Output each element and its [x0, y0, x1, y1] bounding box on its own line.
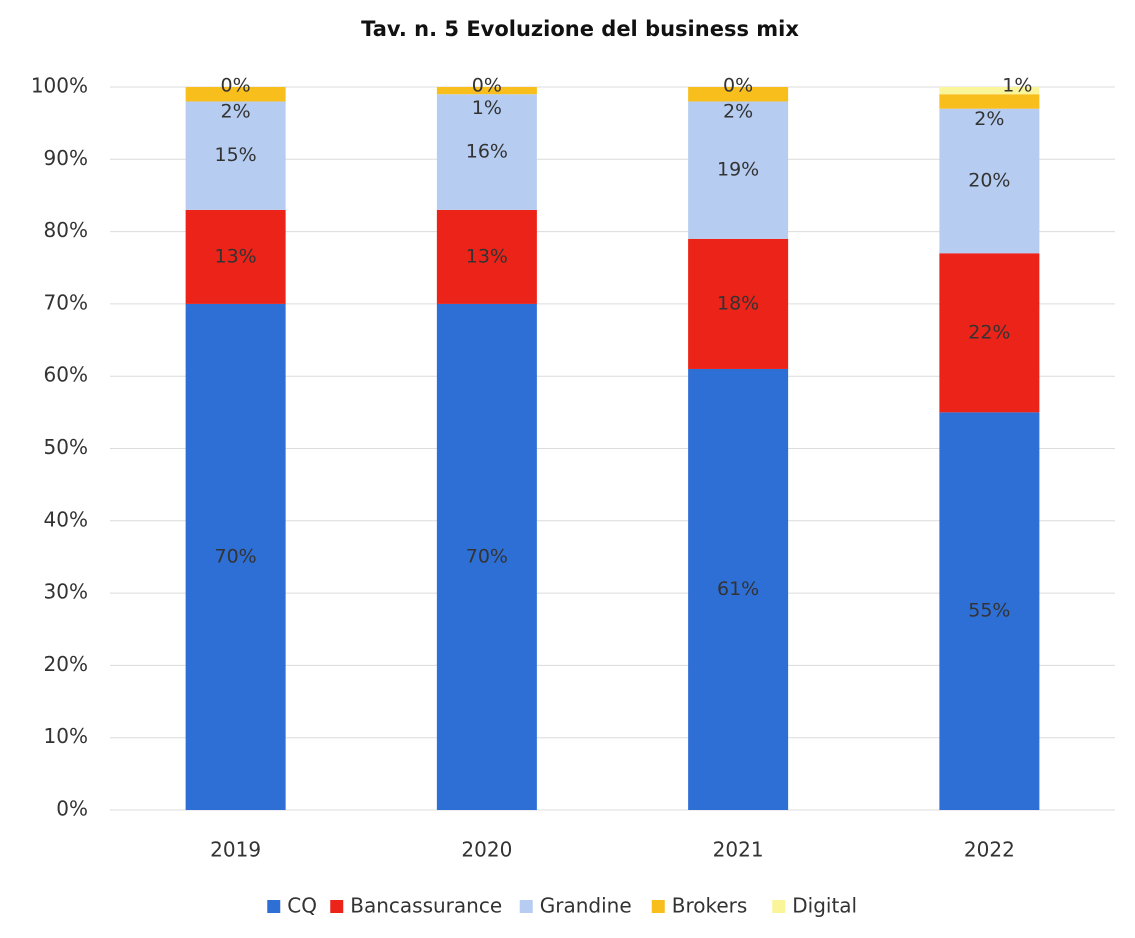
legend-swatch: [772, 900, 786, 913]
legend-label: Bancassurance: [350, 894, 502, 918]
x-tick-label: 2021: [713, 838, 764, 862]
legend-swatch: [267, 900, 281, 913]
data-label: 13%: [466, 245, 508, 267]
y-tick-label: 10%: [44, 724, 88, 748]
y-tick-label: 50%: [44, 435, 88, 459]
data-label: 16%: [466, 141, 508, 163]
legend-label: Brokers: [672, 894, 748, 918]
data-label: 0%: [221, 75, 251, 97]
legend-label: Grandine: [540, 894, 632, 918]
bar-segment: [939, 87, 1040, 95]
bar-segment: [436, 87, 537, 95]
legend-swatch: [651, 900, 665, 913]
data-label: 1%: [472, 97, 502, 119]
x-tick-label: 2022: [964, 838, 1015, 862]
bar-segment: [185, 101, 286, 210]
data-label: 19%: [717, 159, 759, 181]
data-label: 20%: [968, 169, 1010, 191]
bar-segment: [436, 303, 537, 810]
data-label: 55%: [968, 600, 1010, 622]
bar-segment: [939, 412, 1040, 810]
data-label: 70%: [466, 545, 508, 567]
y-tick-label: 60%: [44, 363, 88, 387]
data-label: 61%: [717, 578, 759, 600]
y-tick-label: 80%: [44, 218, 88, 242]
bar-segment: [185, 209, 286, 304]
bar-segment: [688, 101, 789, 239]
data-label: 2%: [974, 108, 1004, 130]
data-label: 2%: [221, 101, 251, 123]
y-tick-label: 30%: [44, 580, 88, 604]
data-label: 1%: [1002, 75, 1032, 97]
data-label: 0%: [723, 75, 753, 97]
data-label: 0%: [472, 75, 502, 97]
data-label: 15%: [215, 144, 257, 166]
data-label: 13%: [215, 245, 257, 267]
bar-segment: [688, 87, 789, 102]
legend-swatch: [330, 900, 344, 913]
y-tick-label: 70%: [44, 290, 88, 314]
legend-swatch: [519, 900, 533, 913]
bar-segment: [436, 94, 537, 210]
bar-segment: [688, 368, 789, 810]
chart-title: Tav. n. 5 Evoluzione del business mix: [361, 17, 799, 41]
bar-segment: [939, 253, 1040, 413]
data-label: 70%: [215, 545, 257, 567]
y-tick-label: 40%: [44, 507, 88, 531]
bar-segment: [688, 238, 789, 369]
x-tick-label: 2019: [210, 838, 261, 862]
data-label: 18%: [717, 292, 759, 314]
bar-segment: [436, 209, 537, 304]
bar-segment: [185, 87, 286, 102]
x-tick-label: 2020: [461, 838, 512, 862]
y-tick-label: 100%: [31, 74, 88, 98]
bar-segment: [939, 94, 1040, 109]
bar-segment: [185, 303, 286, 810]
bar-segment: [939, 108, 1040, 254]
y-tick-label: 90%: [44, 146, 88, 170]
y-tick-label: 0%: [56, 797, 88, 821]
legend-label: CQ: [287, 894, 317, 918]
legend-label: Digital: [792, 894, 857, 918]
y-tick-label: 20%: [44, 652, 88, 676]
data-label: 22%: [968, 321, 1010, 343]
data-label: 2%: [723, 101, 753, 123]
